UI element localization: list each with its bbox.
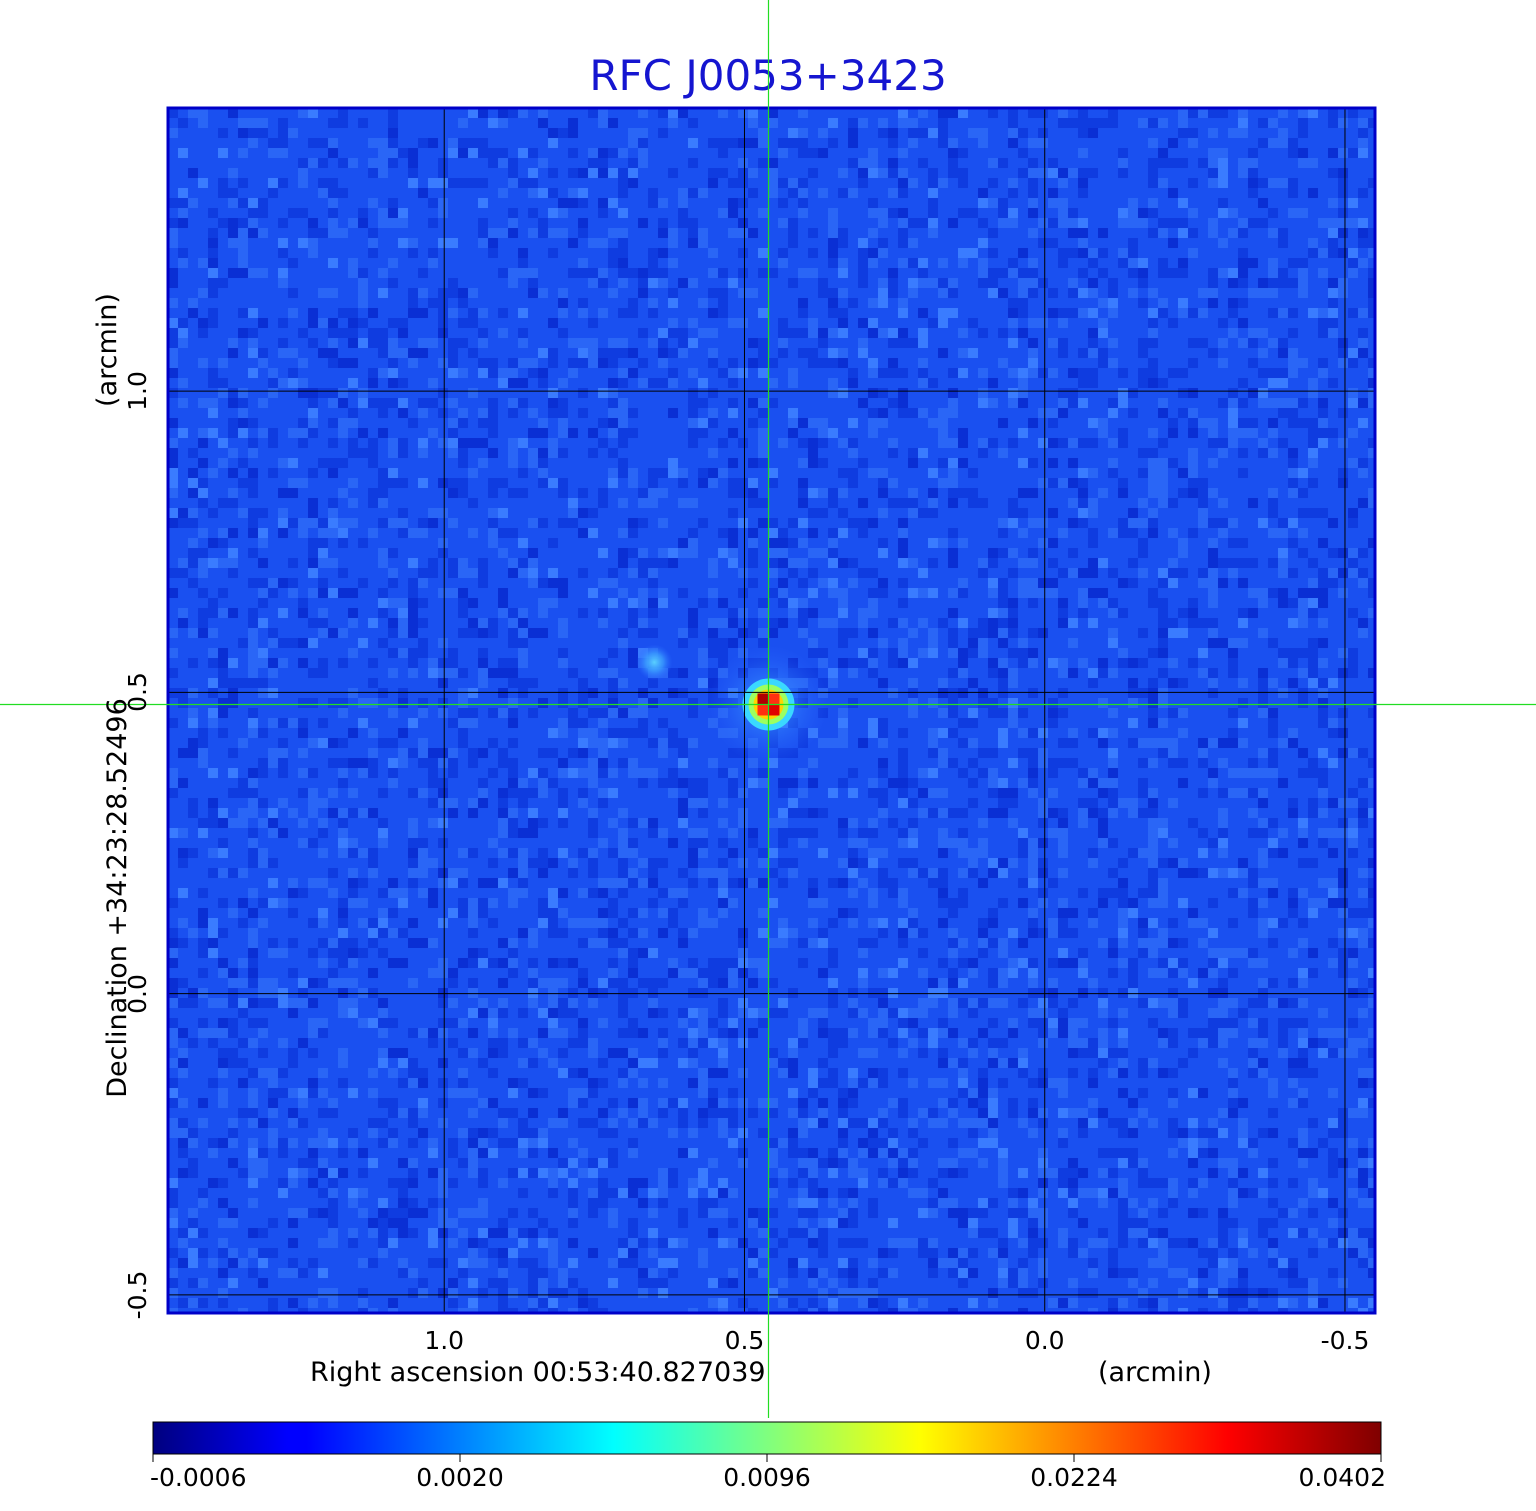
crosshair <box>0 0 1536 1418</box>
colorbar-tick-label: 0.0402 <box>1298 1463 1386 1492</box>
plot-frame <box>166 106 1377 1315</box>
source-secondary <box>636 644 673 681</box>
colorbar <box>152 1421 1382 1455</box>
grid-lines <box>168 108 1375 1313</box>
y-tick-label: -0.5 <box>123 1270 152 1320</box>
colorbar-tick-label: 0.0224 <box>1030 1463 1118 1492</box>
noise-pixels <box>168 108 1375 1313</box>
colorbar-tick-label: -0.0006 <box>150 1463 247 1492</box>
x-axis-unit: (arcmin) <box>1098 1357 1212 1388</box>
x-axis-label: Right ascension 00:53:40.827039 <box>310 1357 766 1388</box>
x-tick-label: 1.0 <box>424 1326 465 1355</box>
x-tick-label: 0.5 <box>724 1326 765 1355</box>
image-field <box>168 108 1375 1313</box>
colorbar-tick-label: 0.0096 <box>723 1463 811 1492</box>
y-tick-label: 1.0 <box>123 371 152 412</box>
y-axis-label: Declination +34:23:28.52496 <box>102 698 133 1098</box>
x-tick-label: 0.0 <box>1024 1326 1065 1355</box>
y-axis-unit: (arcmin) <box>92 293 123 407</box>
x-tick-label: -0.5 <box>1320 1326 1370 1355</box>
colorbar-ticks <box>152 1454 1382 1462</box>
colorbar-tick-label: 0.0020 <box>416 1463 504 1492</box>
